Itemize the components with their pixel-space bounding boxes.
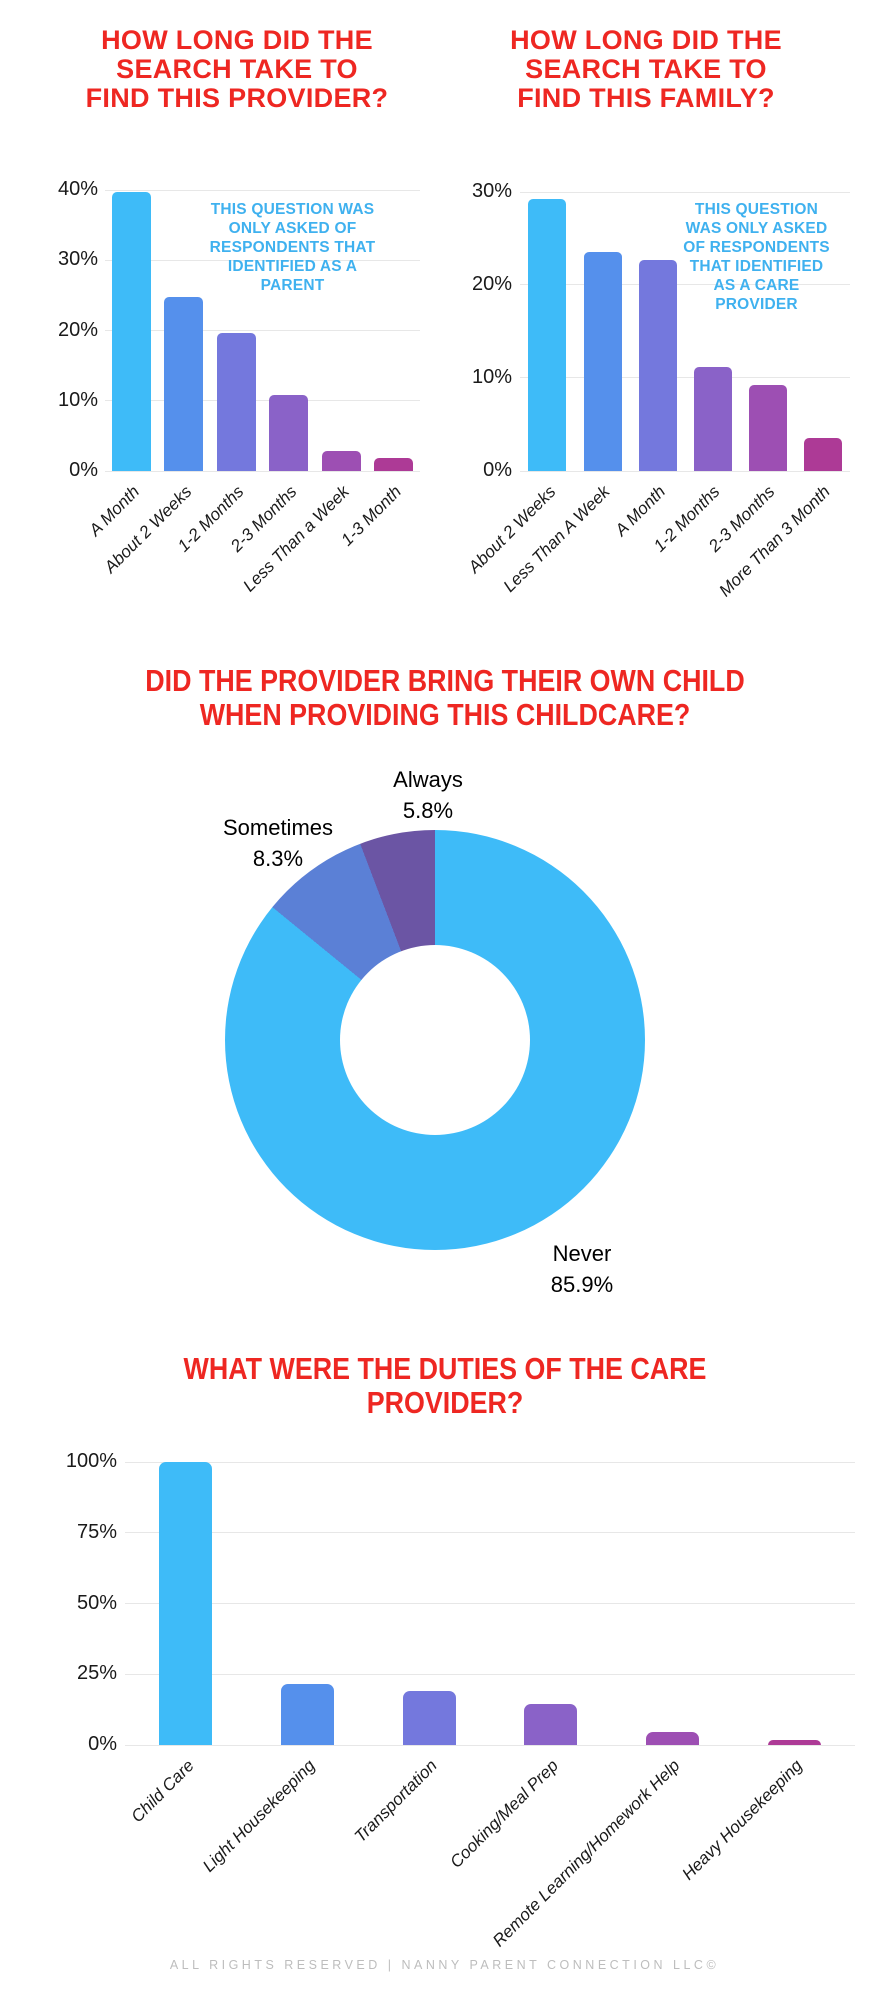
y-tick-label: 20% (57, 318, 98, 341)
x-tick-label: About 2 Weeks (464, 482, 559, 577)
x-tick-label: More Than 3 Month (715, 482, 834, 601)
bar-transportation (402, 1691, 456, 1745)
bar-less-than-a-week (583, 252, 622, 471)
bar-child-care (159, 1462, 213, 1745)
provider-chart-annotation: THIS QUESTION WAS ONLY ASKED OF RESPONDE… (209, 201, 376, 294)
x-tick-label: Heavy Housekeeping (677, 1756, 806, 1884)
y-tick-label: 30% (57, 248, 98, 271)
gridline (125, 1673, 855, 1675)
gridline (105, 330, 420, 331)
bar-about-2-weeks (164, 297, 204, 471)
y-tick-label: 30% (471, 180, 512, 203)
x-tick-label: Less Than A Week (500, 482, 614, 596)
y-tick-label: 0% (88, 1733, 117, 1756)
gridline (105, 189, 420, 191)
gridline (520, 470, 850, 472)
donut-chart (225, 830, 645, 1250)
donut-label-always: Always (393, 767, 463, 792)
x-tick-label: 2-3 Months (705, 482, 779, 556)
provider-search-title: HOW LONG DID THE SEARCH TAKE TO FIND THI… (85, 25, 389, 113)
y-tick-label: 10% (471, 366, 512, 389)
y-tick-label: 10% (57, 388, 98, 411)
bar-remote-learning-homework-help (646, 1732, 699, 1745)
bar-cooking-meal-prep (524, 1703, 578, 1745)
bar-less-than-a-week (321, 450, 361, 471)
x-tick-label: Light Housekeeping (199, 1756, 319, 1876)
bar-light-housekeeping (281, 1684, 334, 1745)
donut-value-always: 5.8% (402, 798, 454, 823)
duties-title: WHAT WERE THE DUTIES OF THE CARE PROVIDE… (183, 1352, 707, 1420)
x-tick-label: A Month (84, 482, 143, 540)
x-tick-label: Remote Learning/Homework Help (489, 1756, 684, 1951)
x-tick-label: About 2 Weeks (100, 482, 196, 577)
x-tick-label: Less Than a Week (239, 482, 353, 596)
bar-heavy-housekeeping (767, 1739, 821, 1745)
x-tick-label: 2-3 Months (226, 482, 301, 556)
x-tick-label: 1-2 Months (174, 482, 248, 556)
bar-about-2-weeks (528, 198, 567, 471)
y-tick-label: 25% (76, 1662, 117, 1685)
gridline (125, 1532, 855, 1534)
y-axis: 100% 75% 50% 25% 0% (55, 1450, 117, 1755)
gridline (520, 191, 850, 193)
y-tick-label: 50% (76, 1591, 117, 1614)
y-tick-label: 75% (76, 1520, 117, 1543)
gridline (105, 400, 420, 402)
donut-label-always-group: Always 5.8% (358, 764, 498, 826)
bar-2-3-months (748, 384, 787, 471)
y-axis: 40% 30% 20% 10% 0% (40, 178, 98, 481)
gridline (125, 1461, 855, 1463)
gridline (125, 1744, 855, 1746)
donut-value-sometimes: 8.3% (252, 846, 304, 871)
x-axis-labels: About 2 Weeks Less Than A Week A Month 1-2 … (464, 478, 850, 600)
x-axis-labels: Child Care Light Housekeeping Transportati… (125, 1752, 855, 1950)
y-tick-label: 20% (471, 273, 512, 296)
x-tick-label: A Month (611, 482, 669, 540)
x-tick-label: 1-2 Months (650, 482, 724, 556)
y-tick-label: 100% (65, 1450, 117, 1473)
bar-2-3-months (269, 395, 309, 471)
bar-1-2-months (693, 366, 732, 471)
family-search-title: HOW LONG DID THE SEARCH TAKE TO FIND THI… (510, 25, 782, 113)
bar-1-2-months (216, 332, 256, 471)
y-tick-label: 0% (483, 459, 512, 482)
donut-value-never: 85.9% (550, 1272, 614, 1297)
gridline (125, 1603, 855, 1604)
donut-label-never-group: Never 85.9% (512, 1238, 652, 1300)
y-tick-label: 40% (57, 178, 98, 201)
bar-more-than-3-month (803, 437, 842, 471)
x-axis-labels: A Month About 2 Weeks 1-2 Months 2-3 Months… (85, 478, 420, 595)
donut-label-sometimes-group: Sometimes 8.3% (198, 812, 358, 874)
x-tick-label: Transportation (350, 1756, 441, 1847)
x-tick-label: Child Care (127, 1756, 198, 1827)
gridline (520, 377, 850, 379)
plot-area (125, 1461, 855, 1746)
own-child-title: DID THE PROVIDER BRING THEIR OWN CHILD W… (145, 664, 745, 732)
x-tick-label: 1-3 Month (337, 482, 406, 550)
gridline (105, 470, 420, 472)
y-axis: 30% 20% 10% 0% (454, 180, 512, 481)
donut-label-sometimes: Sometimes (222, 815, 334, 840)
bar-a-month (111, 192, 151, 471)
footer-copyright: ALL RIGHTS RESERVED | NANNY PARENT CONNE… (169, 1958, 720, 1972)
donut-label-never: Never (552, 1241, 612, 1266)
y-tick-label: 0% (69, 459, 98, 482)
bar-1-3-month (374, 457, 414, 471)
family-chart-annotation: THIS QUESTION WAS ONLY ASKED OF RESPONDE… (683, 201, 830, 313)
x-tick-label: Cooking/Meal Prep (446, 1756, 563, 1872)
